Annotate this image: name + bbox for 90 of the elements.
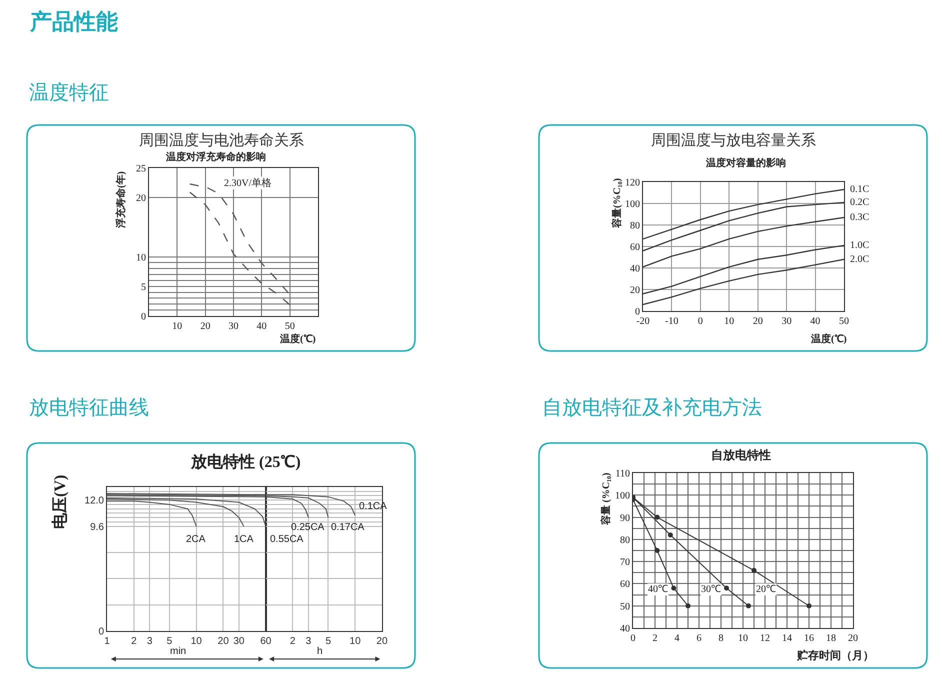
series-label: 2.30V/单格 [224, 177, 272, 189]
x-tick-label: 5 [325, 636, 332, 647]
text: 温度特征 [29, 80, 109, 104]
y-tick-label: 20 [136, 193, 146, 204]
y-tick-label: 80 [620, 534, 630, 546]
y-tick-label: 80 [630, 220, 640, 232]
y-axis-title: 电压(V) [51, 474, 69, 529]
text: 产品性能 [29, 9, 118, 35]
x-tick-label: 1 [104, 636, 110, 647]
y-tick-label: 25 [136, 164, 146, 174]
series-label: 1CA [234, 534, 254, 545]
x-tick-label: 10 [350, 636, 362, 647]
x-tick-label: 8 [718, 633, 724, 644]
series-label: 40℃ [648, 584, 668, 595]
y-tick-label: 0 [635, 306, 640, 318]
y-tick-label: 100 [625, 199, 640, 210]
series-label: 0.17CA [331, 522, 365, 533]
x-tick-label: 20 [200, 321, 210, 332]
x-tick-label: 5 [166, 636, 173, 647]
x-tick-label: 20 [848, 633, 858, 644]
x-tick-label: 50 [839, 316, 849, 327]
y-tick-label: 40 [630, 264, 640, 274]
y-tick-label: 120 [625, 178, 640, 188]
text: 自放电特征及补充电方法 [542, 395, 762, 419]
x-tick-label: 12 [760, 633, 770, 644]
x-tick-label: 30 [782, 316, 792, 327]
series-label: 20℃ [756, 584, 776, 595]
series-label: 0.3C [850, 212, 870, 223]
series-label: 2.0C [850, 254, 870, 265]
chart-title: 放电特性 (25℃) [190, 453, 301, 471]
x-tick-label: 0 [698, 316, 703, 327]
x-axis-title: 温度(℃) [279, 333, 316, 345]
chart-title: 周围温度与电池寿命关系 [139, 131, 304, 149]
x-tick-label: -10 [665, 316, 678, 327]
y-tick-label: 12.0 [84, 496, 104, 507]
x-tick-label: 3 [146, 636, 153, 647]
x-tick-label: 20 [218, 636, 230, 647]
x-tick-label: 10 [172, 321, 182, 332]
y-tick-label: 90 [620, 512, 630, 524]
x-tick-label: 20 [752, 316, 763, 327]
x-tick-label: 30 [228, 321, 238, 332]
y-tick-label: 50 [620, 601, 630, 612]
y-tick-label: 60 [620, 579, 630, 590]
series-label: 0.1C [850, 184, 870, 195]
y-tick-label: 10 [136, 252, 146, 264]
x-tick-label: 50 [284, 321, 295, 332]
x-tick-label: -20 [636, 316, 650, 327]
series-label: 0.25CA [291, 522, 325, 533]
x-tick-label: 3 [306, 636, 312, 647]
chart-subtitle: 温度对容量的影响 [705, 157, 786, 169]
text: 放电特征曲线 [29, 395, 149, 419]
x-tick-label: 2 [652, 633, 658, 644]
y-axis-title: 浮充寿命(年) [115, 171, 127, 229]
x-tick-label: 20 [376, 636, 388, 647]
x-axis-title: min [170, 646, 186, 657]
x-tick-label: 10 [190, 636, 202, 647]
x-tick-label: 16 [804, 633, 814, 644]
x-tick-label: 30 [233, 636, 245, 647]
series-label: 0.2C [850, 197, 870, 208]
y-tick-label: 5 [141, 282, 146, 293]
x-tick-label: 40 [810, 316, 820, 327]
chart-subtitle: 温度对浮充寿命的影响 [165, 151, 266, 163]
chart-title: 周围温度与放电容量关系 [651, 131, 816, 149]
y-tick-label: 70 [620, 557, 630, 568]
x-axis-title: 温度(℃) [810, 333, 847, 345]
chart-title: 自放电特性 [711, 448, 771, 462]
x-tick-label: 14 [782, 633, 792, 644]
y-tick-label: 60 [630, 242, 640, 253]
series-label: 30℃ [701, 584, 721, 595]
series-label: 0.55CA [270, 534, 304, 545]
x-tick-label: 10 [738, 633, 748, 644]
series-label: 1.0C [850, 240, 870, 251]
y-axis-title: 容量 (%C₁₀) [600, 472, 612, 526]
x-axis-title: 贮存时间（月） [796, 649, 874, 662]
x-tick-label: 6 [696, 633, 702, 644]
x-tick-label: 60 [260, 636, 272, 647]
x-tick-label: 2 [290, 636, 296, 647]
series-label: 2CA [186, 534, 206, 545]
x-tick-label: 40 [256, 321, 267, 332]
x-tick-label: 10 [724, 316, 734, 327]
x-tick-label: 2 [131, 636, 138, 647]
y-tick-label: 100 [615, 490, 630, 502]
y-tick-label: 9.6 [90, 522, 104, 533]
x-tick-label: 4 [674, 633, 680, 644]
x-axis-title: h [317, 646, 323, 657]
y-tick-label: 20 [630, 285, 640, 296]
y-tick-label: 110 [615, 468, 630, 480]
y-axis-title: 容量(%C₁₀) [611, 178, 623, 229]
x-tick-label: 18 [826, 633, 836, 644]
y-tick-label: 40 [620, 624, 630, 634]
